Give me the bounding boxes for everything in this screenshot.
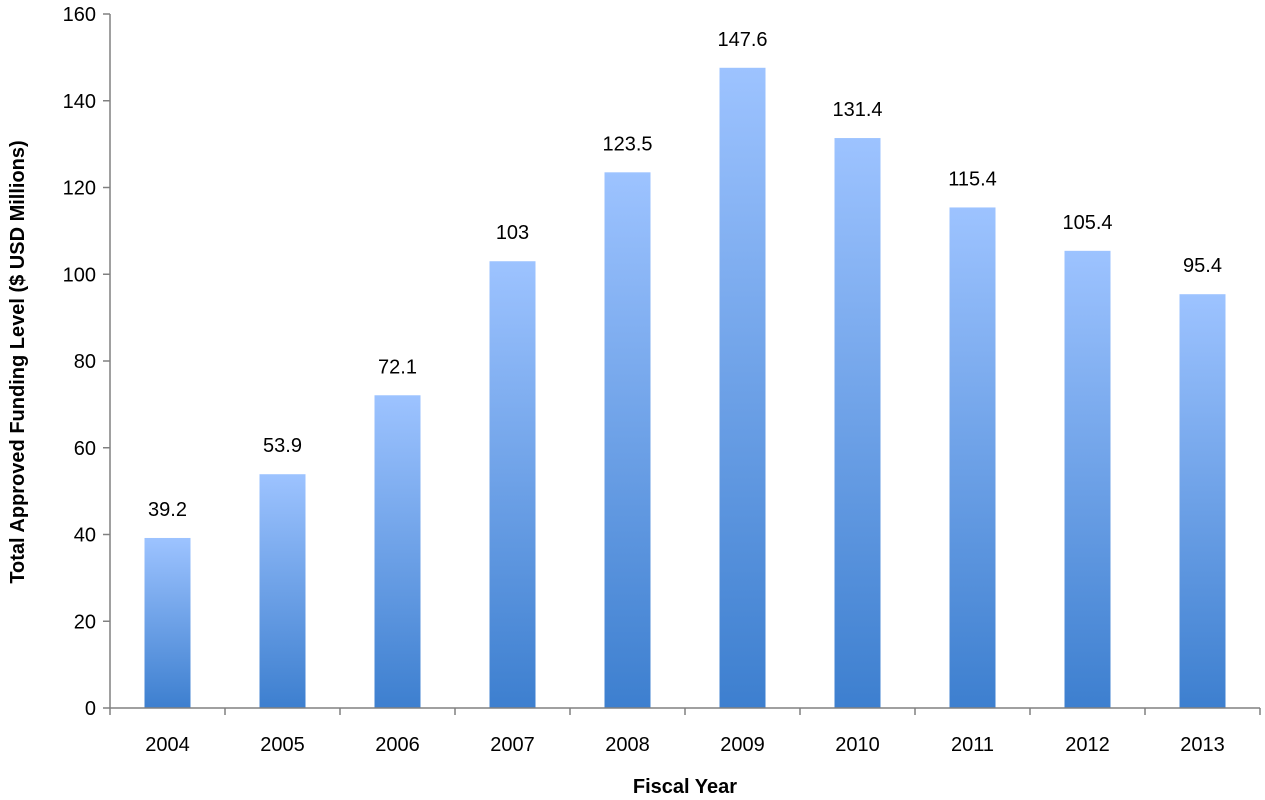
x-tick-label-2012: 2012 xyxy=(1065,734,1110,756)
y-tick-label: 160 xyxy=(63,4,96,26)
x-axis-title: Fiscal Year xyxy=(633,776,737,798)
bar-2013 xyxy=(1179,294,1226,708)
bar-2011 xyxy=(949,207,996,708)
bar-2009 xyxy=(719,67,766,708)
x-tick-label-2006: 2006 xyxy=(375,734,420,756)
data-label-2010: 131.4 xyxy=(832,99,882,121)
x-tick-label-2011: 2011 xyxy=(951,734,994,756)
x-tick-label-2010: 2010 xyxy=(835,734,880,756)
data-label-2013: 95.4 xyxy=(1183,255,1222,277)
bar-2008 xyxy=(604,172,651,709)
bar-2006 xyxy=(374,395,421,708)
data-label-2011: 115.4 xyxy=(948,168,997,190)
x-tick-label-2005: 2005 xyxy=(260,734,305,756)
data-labels-layer: 39.2 53.9 72.1 103 123.5 147.6 131.4 115.4 105.4… xyxy=(148,29,1222,521)
data-label-2006: 72.1 xyxy=(378,356,417,378)
x-tick-label-2007: 2007 xyxy=(490,734,535,756)
x-tick-label-2009: 2009 xyxy=(720,734,765,756)
y-tick-label: 80 xyxy=(74,351,96,373)
data-label-2012: 105.4 xyxy=(1062,212,1112,234)
x-ticks-layer: 2004 2005 2006 2007 2008 2009 2010 2011 2012 2013 xyxy=(109,708,1261,756)
bar-2005 xyxy=(259,474,306,708)
bar-2004 xyxy=(144,537,191,708)
data-label-2008: 123.5 xyxy=(602,133,652,155)
x-tick-label-2008: 2008 xyxy=(605,734,650,756)
bars-layer xyxy=(144,67,1226,709)
x-tick-label-2013: 2013 xyxy=(1180,734,1225,756)
y-ticks-layer: 0 20 40 60 80 100 120 140 160 xyxy=(63,4,110,720)
data-label-2007: 103 xyxy=(496,222,529,244)
bar-2010 xyxy=(834,138,881,709)
y-tick-label: 120 xyxy=(63,178,96,200)
data-label-2009: 147.6 xyxy=(717,29,767,51)
x-tick-label-2004: 2004 xyxy=(145,734,190,756)
y-tick-label: 40 xyxy=(74,525,96,547)
y-axis-title: Total Approved Funding Level ($ USD Mill… xyxy=(7,140,29,583)
y-tick-label: 60 xyxy=(74,438,96,460)
bar-2012 xyxy=(1064,250,1111,708)
data-label-2005: 53.9 xyxy=(263,435,302,457)
y-tick-label: 140 xyxy=(63,91,96,113)
y-tick-label: 100 xyxy=(63,264,96,286)
data-label-2004: 39.2 xyxy=(148,499,187,521)
y-tick-label: 20 xyxy=(74,611,96,633)
y-tick-label: 0 xyxy=(85,698,96,720)
bar-2007 xyxy=(489,261,536,708)
